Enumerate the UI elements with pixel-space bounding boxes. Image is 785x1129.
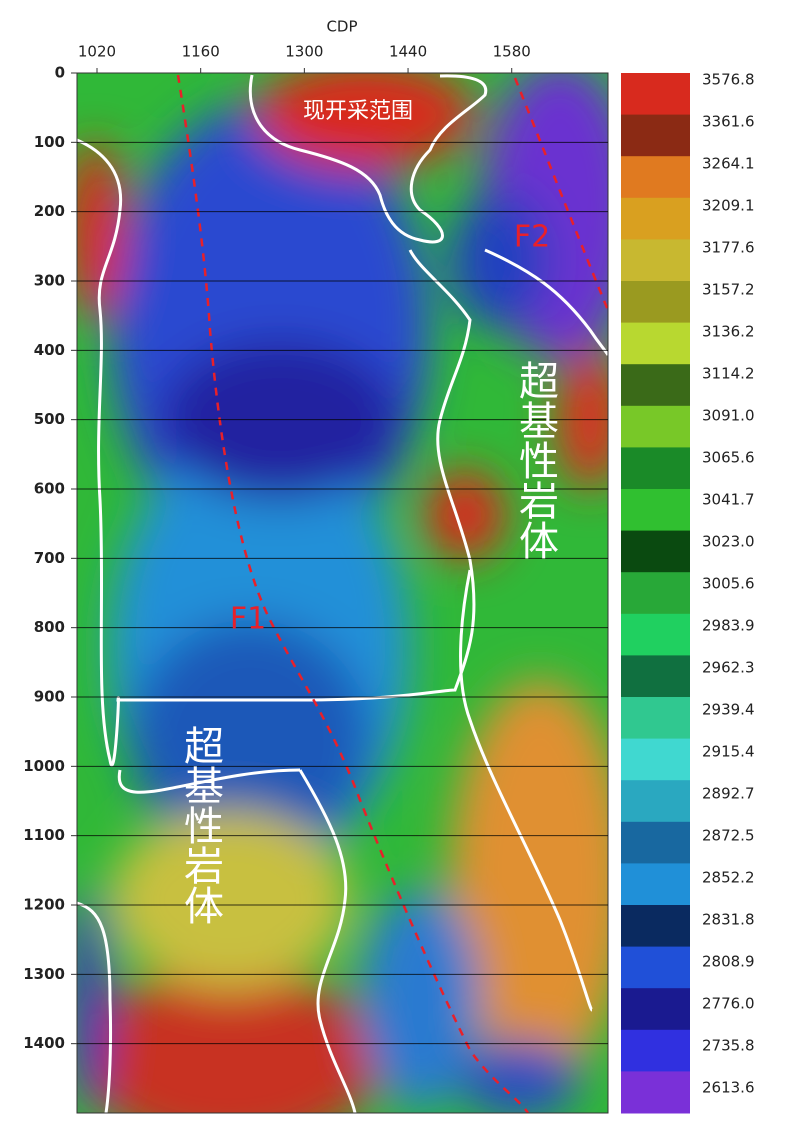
colorbar-tick-label: 2831.8 [702, 911, 755, 929]
colorbar-tick-label: 3114.2 [702, 365, 755, 383]
colorbar-band [621, 364, 690, 407]
x-tick-label: 1160 [182, 43, 220, 61]
colorbar-tick-label: 2939.4 [702, 701, 755, 719]
colorbar-tick-label: 2735.8 [702, 1037, 755, 1055]
colorbar-band [621, 697, 690, 740]
annotation: 现开采范围 [303, 99, 413, 124]
colorbar-tick-label: 3576.8 [702, 71, 755, 89]
colorbar-tick-label: 2892.7 [702, 785, 755, 803]
x-tick-label: 1580 [493, 43, 531, 61]
colorbar-tick-label: 2808.9 [702, 953, 755, 971]
colorbar-band [621, 572, 690, 615]
y-tick-label: 400 [34, 341, 65, 359]
colorbar-band [621, 239, 690, 282]
field [77, 73, 608, 1113]
annotation: F1 [230, 602, 266, 637]
colorbar-band [621, 405, 690, 448]
outline [77, 74, 608, 1113]
y-tick-label: 1200 [23, 896, 65, 914]
colorbar-band [621, 613, 690, 656]
colorbar-tick-label: 3041.7 [702, 491, 755, 509]
colorbar-band [621, 114, 690, 157]
y-tick-label: 100 [34, 133, 65, 151]
colorbar-band [621, 281, 690, 324]
colorbar-tick-label: 2872.5 [702, 827, 755, 845]
colorbar-band [621, 905, 690, 948]
colorbar-tick-label: 3065.6 [702, 449, 755, 467]
y-tick-label: 1400 [23, 1034, 65, 1052]
y-tick-label: 700 [34, 549, 65, 567]
colorbar-band [621, 988, 690, 1031]
colorbar-tick-label: 3023.0 [702, 533, 755, 551]
colorbar-tick-label: 2962.3 [702, 659, 755, 677]
plot-frame [76, 72, 609, 1114]
y-tick-label: 300 [34, 272, 65, 290]
colorbar-band [621, 156, 690, 199]
colorbar-band [621, 655, 690, 698]
colorbar-tick-label: 3177.6 [702, 239, 755, 257]
colorbar-band [621, 821, 690, 864]
y-tick-label: 900 [34, 688, 65, 706]
colorbar-tick-label: 2613.6 [702, 1079, 755, 1097]
colorbar-band [621, 738, 690, 781]
colorbar-tick-label: 3157.2 [702, 281, 755, 299]
colorbar-band [621, 447, 690, 490]
colorbar-band [621, 322, 690, 365]
x-axis-label: CDP [326, 18, 357, 36]
y-tick-label: 500 [34, 410, 65, 428]
y-tick-label: 200 [34, 202, 65, 220]
colorbar-band [621, 73, 690, 116]
y-tick-label: 800 [34, 618, 65, 636]
colorbar-tick-label: 2776.0 [702, 995, 755, 1013]
fault-line [176, 74, 608, 1113]
annotation: 超基性岩体 [177, 725, 223, 925]
y-tick-label: 600 [34, 480, 65, 498]
x-tick-label: 1300 [285, 43, 323, 61]
colorbar-band [621, 863, 690, 906]
colorbar-band [621, 1029, 690, 1072]
x-tick-label: 1440 [389, 43, 427, 61]
colorbar-tick-label: 3264.1 [702, 155, 755, 173]
y-tick-label: 1000 [23, 757, 65, 775]
colorbar-tick-label: 3361.6 [702, 113, 755, 131]
colorbar-tick-label: 3005.6 [702, 575, 755, 593]
annotation: F2 [514, 220, 550, 255]
colorbar-tick-label: 2852.2 [702, 869, 755, 887]
colorbar-band [621, 197, 690, 240]
y-tick-label: 1100 [23, 826, 65, 844]
annotation: 超基性岩体 [512, 360, 558, 560]
colorbar-band [621, 946, 690, 989]
colorbar-tick-label: 2915.4 [702, 743, 755, 761]
colorbar-band [621, 1071, 690, 1114]
x-tick-label: 1020 [78, 43, 116, 61]
y-tick-label: 1300 [23, 965, 65, 983]
colorbar-tick-label: 3209.1 [702, 197, 755, 215]
colorbar-tick-label: 3136.2 [702, 323, 755, 341]
colorbar-band [621, 530, 690, 573]
y-tick-label: 0 [55, 64, 65, 82]
colorbar-band [621, 780, 690, 823]
colorbar-tick-label: 2983.9 [702, 617, 755, 635]
colorbar-tick-label: 3091.0 [702, 407, 755, 425]
colorbar-band [621, 489, 690, 532]
